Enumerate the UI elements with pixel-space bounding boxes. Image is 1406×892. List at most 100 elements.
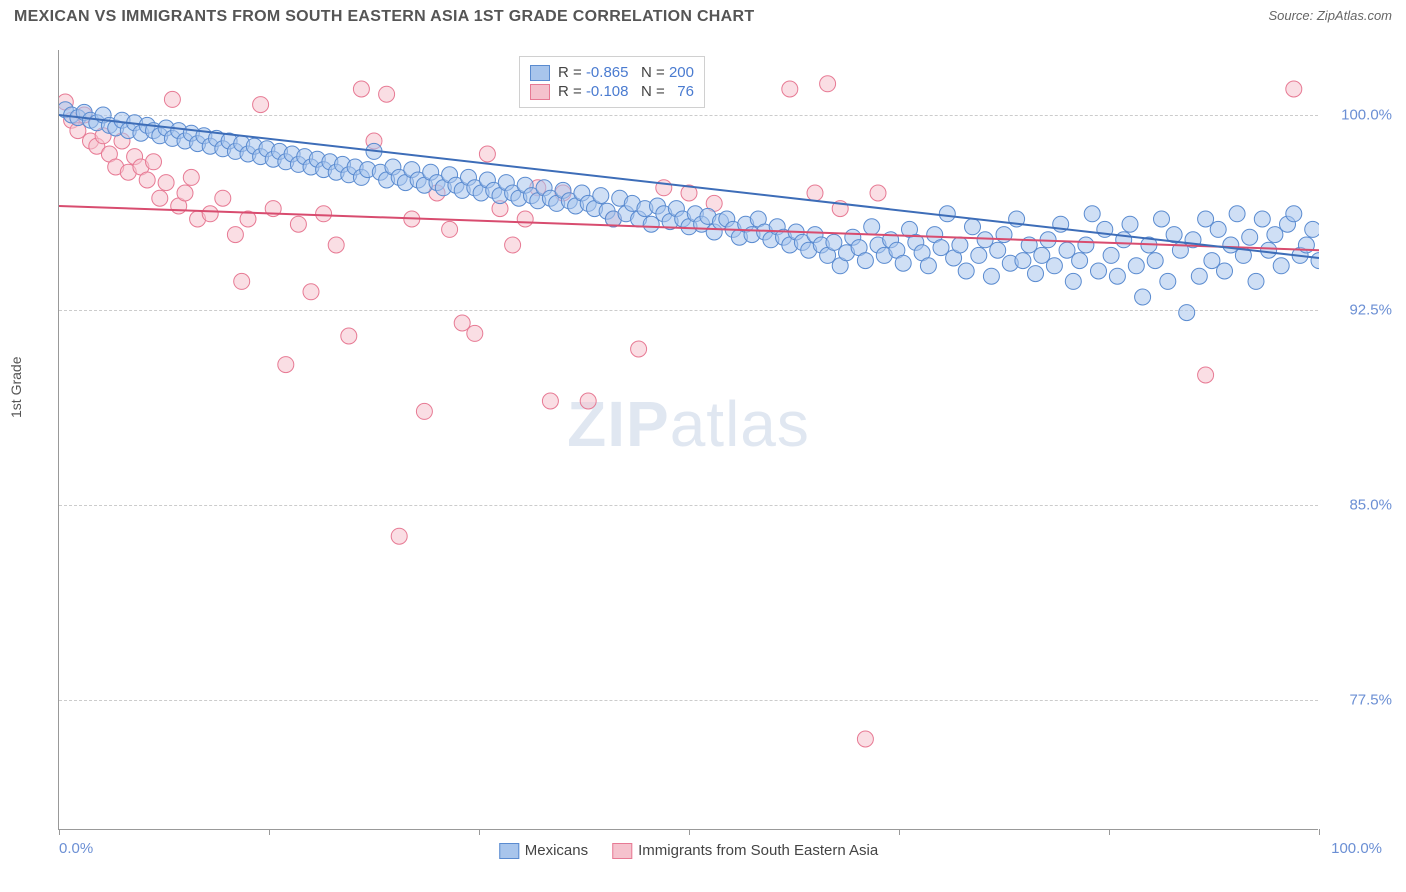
scatter-point bbox=[467, 325, 483, 341]
stats-text: R = -0.108 N = 76 bbox=[558, 83, 694, 100]
scatter-point bbox=[328, 237, 344, 253]
scatter-point bbox=[379, 86, 395, 102]
scatter-point bbox=[183, 169, 199, 185]
scatter-point bbox=[1128, 258, 1144, 274]
scatter-point bbox=[920, 258, 936, 274]
y-tick-label: 100.0% bbox=[1326, 107, 1392, 124]
scatter-point bbox=[1261, 242, 1277, 258]
scatter-svg bbox=[59, 50, 1319, 830]
scatter-point bbox=[1305, 221, 1319, 237]
chart-title: MEXICAN VS IMMIGRANTS FROM SOUTH EASTERN… bbox=[14, 8, 754, 26]
source-attribution: Source: ZipAtlas.com bbox=[1268, 8, 1392, 23]
scatter-point bbox=[870, 185, 886, 201]
stats-legend-row: R = -0.865 N = 200 bbox=[530, 64, 694, 81]
scatter-point bbox=[631, 341, 647, 357]
scatter-point bbox=[177, 185, 193, 201]
legend-item-mexicans: Mexicans bbox=[499, 842, 588, 859]
legend-label: Mexicans bbox=[525, 842, 588, 859]
scatter-point bbox=[1122, 216, 1138, 232]
scatter-point bbox=[1229, 206, 1245, 222]
scatter-point bbox=[965, 219, 981, 235]
scatter-point bbox=[1242, 229, 1258, 245]
scatter-point bbox=[1103, 247, 1119, 263]
scatter-point bbox=[1191, 268, 1207, 284]
scatter-point bbox=[807, 185, 823, 201]
scatter-point bbox=[164, 91, 180, 107]
scatter-point bbox=[1015, 253, 1031, 269]
scatter-point bbox=[857, 731, 873, 747]
scatter-point bbox=[139, 172, 155, 188]
x-axis-max-label: 100.0% bbox=[1331, 840, 1382, 857]
scatter-point bbox=[146, 154, 162, 170]
scatter-point bbox=[1135, 289, 1151, 305]
plot-area: ZIPatlas R = -0.865 N = 200R = -0.108 N … bbox=[58, 50, 1318, 830]
scatter-point bbox=[1065, 273, 1081, 289]
scatter-point bbox=[253, 97, 269, 113]
regression-line bbox=[59, 115, 1319, 258]
scatter-point bbox=[864, 219, 880, 235]
scatter-point bbox=[1254, 211, 1270, 227]
scatter-point bbox=[782, 81, 798, 97]
scatter-point bbox=[939, 206, 955, 222]
scatter-point bbox=[1179, 305, 1195, 321]
scatter-point bbox=[152, 190, 168, 206]
scatter-point bbox=[303, 284, 319, 300]
scatter-point bbox=[580, 393, 596, 409]
scatter-point bbox=[1072, 253, 1088, 269]
y-tick-label: 85.0% bbox=[1326, 497, 1392, 514]
scatter-point bbox=[1210, 221, 1226, 237]
scatter-point bbox=[542, 393, 558, 409]
scatter-point bbox=[1248, 273, 1264, 289]
scatter-point bbox=[353, 81, 369, 97]
scatter-point bbox=[958, 263, 974, 279]
scatter-point bbox=[416, 403, 432, 419]
legend-label: Immigrants from South Eastern Asia bbox=[638, 842, 878, 859]
scatter-point bbox=[952, 237, 968, 253]
scatter-point bbox=[1198, 367, 1214, 383]
swatch-icon bbox=[499, 843, 519, 859]
stats-legend: R = -0.865 N = 200 R = -0.108 N = 76 bbox=[519, 56, 705, 108]
stats-legend-row: R = -0.108 N = 76 bbox=[530, 83, 694, 100]
swatch-icon bbox=[612, 843, 632, 859]
scatter-point bbox=[278, 357, 294, 373]
scatter-point bbox=[1046, 258, 1062, 274]
scatter-point bbox=[1286, 206, 1302, 222]
scatter-point bbox=[215, 190, 231, 206]
scatter-point bbox=[983, 268, 999, 284]
scatter-point bbox=[857, 253, 873, 269]
scatter-point bbox=[1084, 206, 1100, 222]
scatter-point bbox=[316, 206, 332, 222]
stats-text: R = -0.865 N = 200 bbox=[558, 64, 694, 81]
scatter-point bbox=[158, 175, 174, 191]
scatter-point bbox=[593, 188, 609, 204]
bottom-legend: Mexicans Immigrants from South Eastern A… bbox=[499, 842, 878, 859]
scatter-point bbox=[820, 76, 836, 92]
scatter-point bbox=[1091, 263, 1107, 279]
scatter-point bbox=[505, 237, 521, 253]
scatter-point bbox=[990, 242, 1006, 258]
scatter-point bbox=[517, 211, 533, 227]
scatter-point bbox=[1286, 81, 1302, 97]
swatch-icon bbox=[530, 84, 550, 100]
scatter-point bbox=[442, 221, 458, 237]
swatch-icon bbox=[530, 65, 550, 81]
scatter-point bbox=[391, 528, 407, 544]
y-tick-label: 77.5% bbox=[1326, 692, 1392, 709]
scatter-point bbox=[895, 255, 911, 271]
scatter-point bbox=[341, 328, 357, 344]
x-tick bbox=[1319, 829, 1320, 835]
scatter-point bbox=[1154, 211, 1170, 227]
scatter-point bbox=[479, 146, 495, 162]
scatter-point bbox=[1028, 266, 1044, 282]
scatter-point bbox=[1109, 268, 1125, 284]
scatter-point bbox=[1160, 273, 1176, 289]
scatter-point bbox=[234, 273, 250, 289]
scatter-point bbox=[202, 206, 218, 222]
scatter-point bbox=[1078, 237, 1094, 253]
y-tick-label: 92.5% bbox=[1326, 302, 1392, 319]
x-axis-min-label: 0.0% bbox=[59, 840, 93, 857]
scatter-point bbox=[971, 247, 987, 263]
scatter-point bbox=[1147, 253, 1163, 269]
scatter-point bbox=[1217, 263, 1233, 279]
scatter-point bbox=[290, 216, 306, 232]
